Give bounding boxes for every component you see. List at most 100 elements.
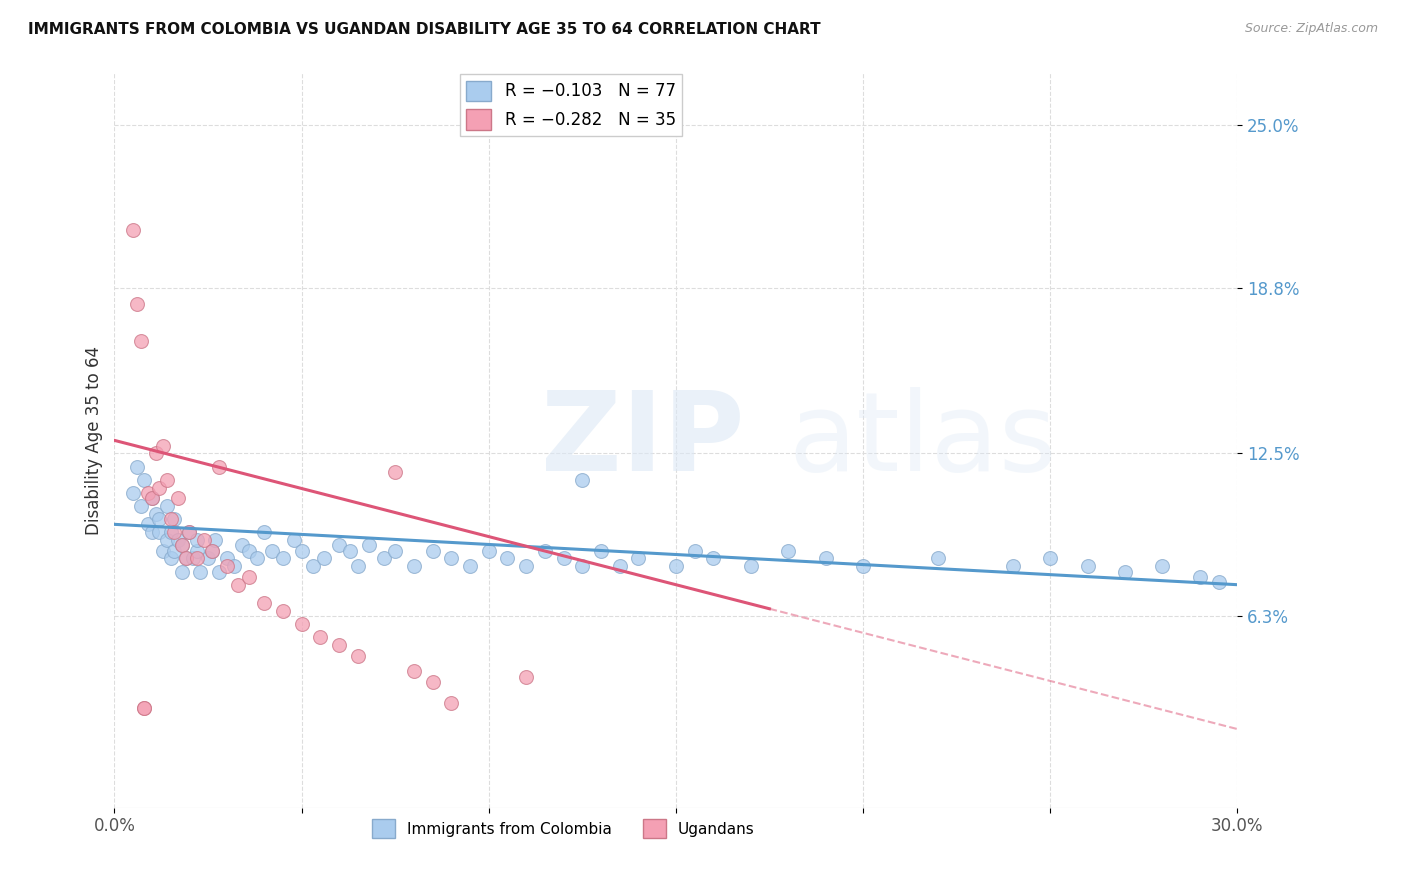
Point (204, 533, 226, 547)
Point (179, 525, 201, 540)
Point (170, 538, 193, 552)
Point (1152, 559, 1174, 574)
Point (226, 577, 249, 591)
Point (357, 538, 380, 552)
Text: atlas: atlas (789, 387, 1057, 494)
Point (260, 543, 283, 558)
Point (163, 543, 186, 558)
Point (129, 334, 152, 348)
Point (136, 517, 159, 532)
Point (122, 223, 145, 237)
Point (290, 543, 312, 558)
Point (1208, 575, 1230, 590)
Point (136, 486, 159, 500)
Point (231, 538, 253, 552)
Point (271, 604, 294, 618)
Point (201, 543, 224, 558)
Point (156, 499, 179, 513)
Point (224, 559, 246, 574)
Point (238, 570, 260, 584)
Point (163, 525, 186, 540)
Point (478, 543, 501, 558)
Point (814, 551, 837, 566)
Point (174, 551, 197, 566)
Point (665, 559, 688, 574)
Point (328, 638, 350, 652)
Point (927, 551, 949, 566)
Point (181, 551, 204, 566)
Point (346, 559, 368, 574)
Point (134, 473, 156, 487)
Point (152, 439, 174, 453)
Point (422, 543, 444, 558)
Point (702, 551, 724, 566)
Point (170, 565, 193, 579)
Point (683, 543, 706, 558)
Point (290, 617, 312, 632)
Point (159, 512, 181, 526)
Point (201, 543, 224, 558)
Point (238, 543, 260, 558)
Point (215, 559, 238, 574)
Point (148, 481, 170, 495)
Point (253, 596, 276, 610)
Point (571, 559, 593, 574)
Text: Source: ZipAtlas.com: Source: ZipAtlas.com (1244, 22, 1378, 36)
Text: IMMIGRANTS FROM COLOMBIA VS UGANDAN DISABILITY AGE 35 TO 64 CORRELATION CHART: IMMIGRANTS FROM COLOMBIA VS UGANDAN DISA… (28, 22, 821, 37)
Point (134, 701, 156, 715)
Point (208, 565, 231, 579)
Point (179, 525, 201, 540)
Point (346, 648, 368, 663)
Point (301, 559, 323, 574)
Legend: Immigrants from Colombia, Ugandans: Immigrants from Colombia, Ugandans (366, 814, 761, 844)
Point (589, 543, 612, 558)
Point (309, 630, 332, 644)
Point (170, 538, 193, 552)
Point (1001, 559, 1024, 574)
Point (167, 533, 190, 547)
Point (208, 459, 231, 474)
Point (159, 525, 181, 540)
Point (141, 491, 163, 505)
Point (174, 551, 197, 566)
Point (215, 551, 238, 566)
Point (496, 551, 519, 566)
Point (197, 551, 219, 566)
Point (740, 559, 762, 574)
Point (312, 551, 335, 566)
Point (125, 297, 148, 311)
Point (148, 512, 170, 526)
Point (253, 525, 276, 540)
Point (145, 507, 167, 521)
Point (190, 565, 212, 579)
Point (122, 486, 145, 500)
Point (134, 701, 156, 715)
Point (1077, 559, 1099, 574)
Point (129, 499, 152, 513)
Point (163, 512, 186, 526)
Point (553, 551, 575, 566)
Point (1188, 570, 1211, 584)
Point (246, 551, 269, 566)
Point (422, 674, 444, 689)
Point (186, 533, 208, 547)
Point (402, 559, 425, 574)
Point (152, 543, 174, 558)
Point (186, 543, 208, 558)
Point (186, 551, 208, 566)
Point (141, 491, 163, 505)
Text: ZIP: ZIP (541, 387, 744, 494)
Point (193, 533, 215, 547)
Point (458, 559, 481, 574)
Point (125, 459, 148, 474)
Point (1039, 551, 1062, 566)
Point (328, 538, 350, 552)
Point (156, 473, 179, 487)
Point (141, 525, 163, 540)
Point (159, 551, 181, 566)
Y-axis label: Disability Age 35 to 64: Disability Age 35 to 64 (86, 346, 103, 535)
Point (148, 525, 170, 540)
Point (384, 543, 406, 558)
Point (534, 543, 557, 558)
Point (440, 551, 463, 566)
